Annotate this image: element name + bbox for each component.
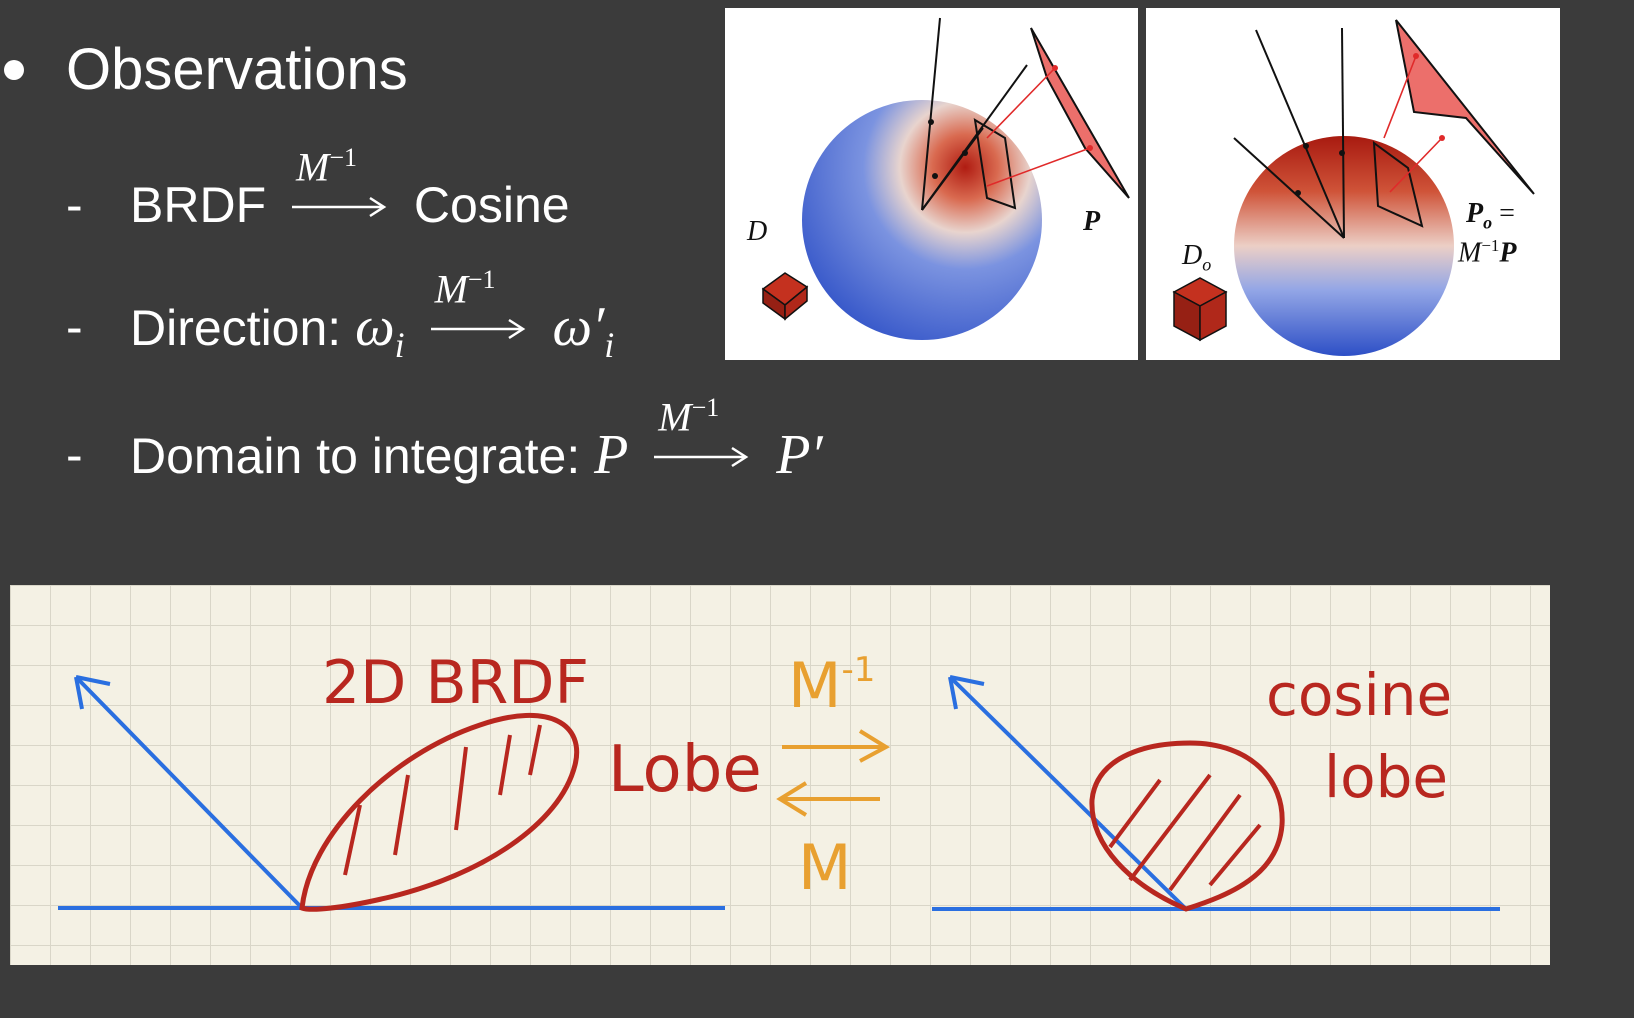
right-arrow-icon: [654, 446, 749, 468]
arrow-head-icon: [948, 675, 985, 710]
polygon-p: [1030, 27, 1130, 199]
arrow-label: M: [658, 394, 692, 440]
p-prime-symbol: P′: [776, 424, 823, 486]
label-d: D: [747, 216, 768, 247]
right-arrow-icon: [292, 196, 387, 218]
dash: -: [66, 299, 83, 355]
arrow-exponent: −1: [467, 265, 496, 294]
label-p: P: [1083, 206, 1101, 237]
text-2d-brdf: 2D BRDF: [322, 648, 589, 718]
lobe-hatching: [343, 724, 542, 876]
handwriting-canvas: 2D BRDF Lobe M-1 M cosine lobe: [58, 648, 1500, 912]
right-arrow-icon: [430, 318, 525, 340]
handwritten-notes: 2D BRDF Lobe M-1 M cosine lobe: [10, 585, 1550, 965]
p-symbol: P: [594, 424, 629, 486]
dash: -: [66, 177, 83, 233]
text-m-inverse: M-1: [788, 649, 875, 722]
sphere-diagram: [1172, 19, 1535, 356]
omega-i-prime: ω′: [552, 296, 605, 358]
arrow-head-icon: [74, 675, 111, 710]
arrow-label: M: [434, 266, 468, 312]
figure-ltc-transformed: Do Po = M−1P: [1146, 8, 1560, 360]
item-suffix: Cosine: [413, 177, 570, 233]
arrow-m-inverse: M−1: [652, 393, 752, 480]
omega-i: ω: [355, 296, 395, 358]
label-po: Po =: [1466, 198, 1515, 233]
polygon-po: [1395, 19, 1535, 195]
text-cosine: cosine: [1266, 661, 1452, 729]
omega-i-prime-sub: i: [604, 325, 615, 366]
text-m: M: [798, 831, 852, 904]
figure-ltc-original: D P: [725, 8, 1138, 360]
incident-ray-left: [74, 675, 304, 910]
sphere: [802, 100, 1042, 340]
cube-do-icon: [1172, 277, 1228, 342]
item-prefix: Direction:: [130, 300, 342, 356]
label-m-inverse-p: M−1P: [1458, 236, 1517, 269]
arrow-left-icon: [776, 781, 808, 817]
omega-i-sub: i: [394, 325, 405, 366]
cube-d-icon: [761, 272, 809, 321]
projected-polygon: [973, 118, 1017, 210]
sphere: [1234, 136, 1454, 356]
item-prefix: BRDF: [130, 177, 267, 233]
projected-polygon: [1372, 140, 1424, 228]
arrow-m-inverse: M−1: [429, 265, 529, 352]
text-lobe-right: lobe: [1324, 743, 1448, 811]
lobe-hatching: [1108, 773, 1262, 892]
arrow-label: M: [296, 144, 330, 190]
heading: Observations: [66, 37, 408, 102]
incident-ray-right: [948, 675, 1188, 911]
arrow-exponent: −1: [329, 143, 358, 172]
sphere-diagram: [761, 17, 1130, 340]
text-lobe: Lobe: [608, 733, 762, 807]
arrow-right-icon: [858, 729, 891, 763]
arrow-exponent: −1: [691, 393, 720, 422]
arrow-m-inverse: M−1: [290, 143, 390, 230]
cosine-lobe: [1089, 740, 1285, 912]
dash: -: [66, 427, 83, 483]
item-prefix: Domain to integrate:: [130, 428, 581, 484]
label-do: Do: [1182, 240, 1212, 275]
brdf-lobe: [299, 713, 580, 912]
bullet-dot-icon: [4, 60, 24, 80]
